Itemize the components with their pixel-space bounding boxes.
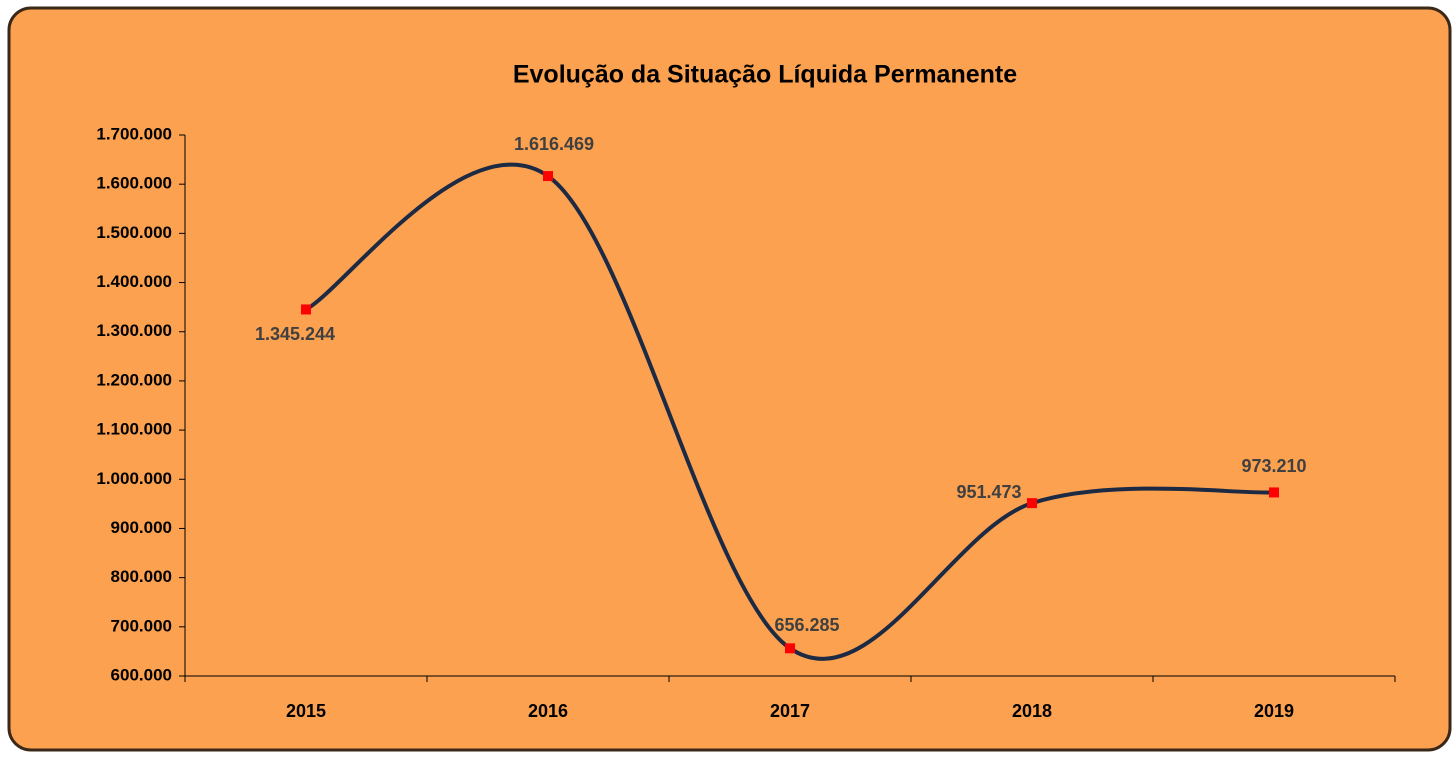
y-tick-label: 600.000: [111, 665, 172, 684]
chart-title: Evolução da Situação Líquida Permanente: [513, 61, 1017, 89]
data-label: 973.210: [1241, 456, 1306, 476]
data-label: 951.473: [956, 482, 1021, 502]
x-tick-label: 2018: [1012, 701, 1052, 721]
y-tick-label: 900.000: [111, 518, 172, 537]
x-tick-label: 2019: [1254, 701, 1294, 721]
y-tick-label: 1.500.000: [96, 223, 172, 242]
data-label: 656.285: [774, 615, 839, 635]
marker: [785, 643, 795, 654]
y-tick-label: 800.000: [111, 567, 172, 586]
y-tick-label: 1.700.000: [96, 124, 172, 143]
marker: [1027, 498, 1037, 509]
data-label: 1.345.244: [255, 324, 335, 344]
chart-background: [7, 6, 1452, 752]
marker: [301, 304, 311, 315]
x-tick-label: 2016: [528, 701, 568, 721]
y-tick-label: 1.600.000: [96, 174, 172, 193]
y-tick-label: 1.100.000: [96, 420, 172, 439]
marker: [543, 171, 553, 182]
x-tick-label: 2017: [770, 701, 810, 721]
y-tick-label: 1.300.000: [96, 321, 172, 340]
y-tick-label: 700.000: [111, 616, 172, 635]
y-tick-label: 1.400.000: [96, 272, 172, 291]
data-label: 1.616.469: [514, 134, 594, 154]
y-tick-label: 1.200.000: [96, 370, 172, 389]
x-tick-label: 2015: [286, 701, 326, 721]
line: [305, 162, 1275, 661]
y-tick-label: 1.000.000: [96, 469, 172, 488]
marker: [1269, 487, 1279, 498]
